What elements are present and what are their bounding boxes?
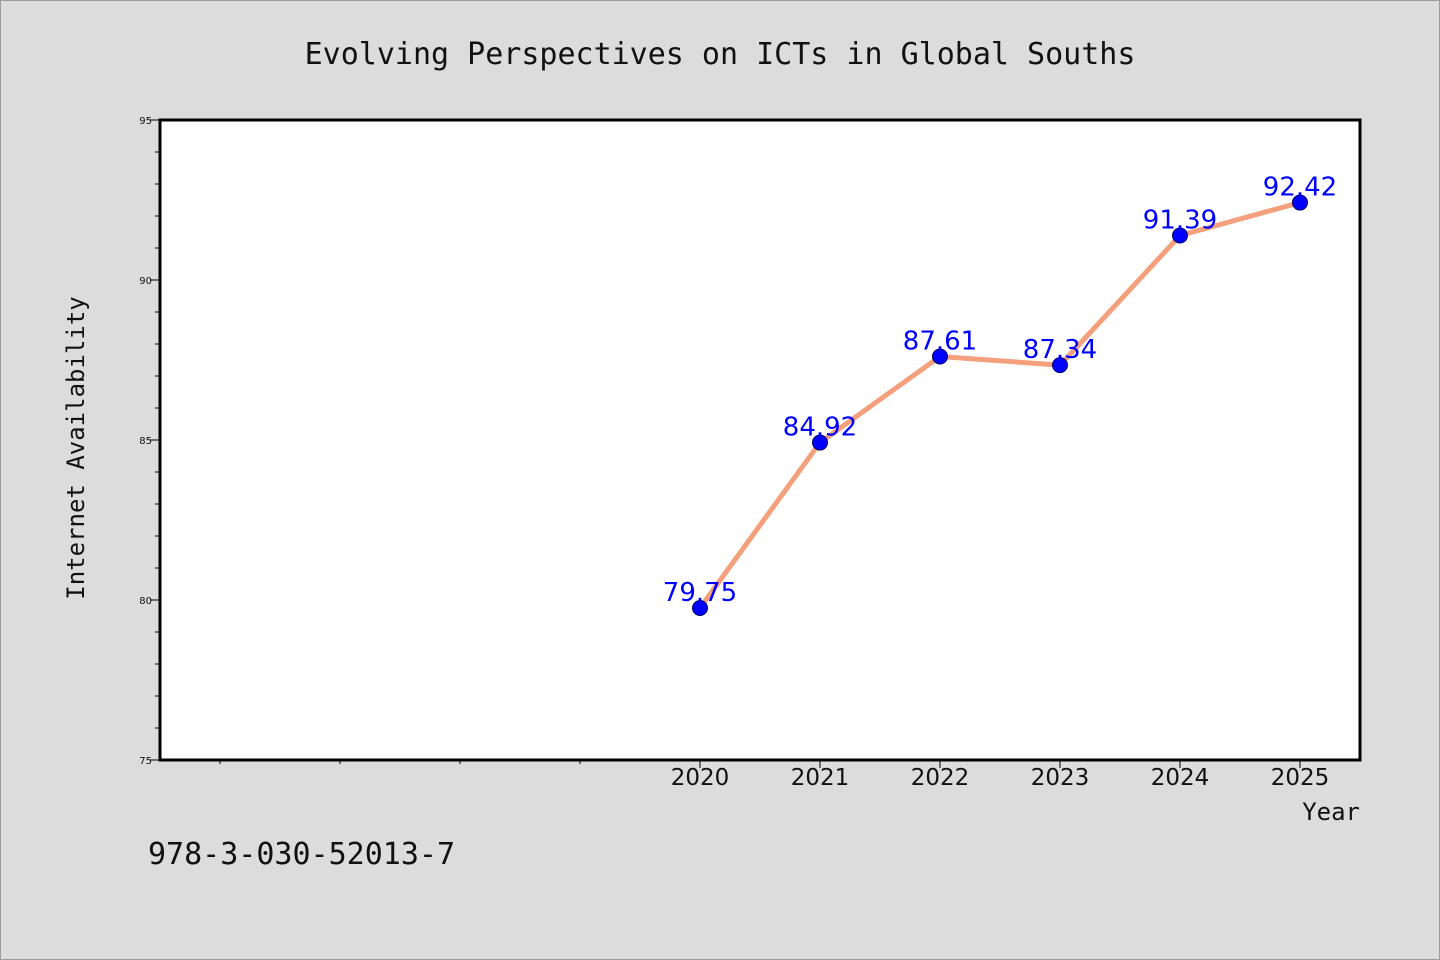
x-tick-label: 2024	[1151, 765, 1210, 791]
data-point	[1052, 357, 1068, 374]
plot-area	[158, 118, 1362, 762]
y-axis: 75 80 85 90 95	[139, 116, 160, 767]
data-label: 79.75	[663, 578, 737, 608]
data-label: 87.61	[903, 326, 977, 356]
series-markers	[692, 194, 1308, 616]
data-point	[692, 600, 708, 616]
y-tick-label: 95	[139, 116, 152, 127]
data-point	[1172, 227, 1188, 244]
data-label: 84.92	[783, 413, 857, 443]
data-label: 92.42	[1263, 173, 1337, 203]
data-point	[812, 434, 828, 451]
x-axis-label: Year	[1302, 798, 1360, 826]
data-point	[932, 348, 948, 365]
x-tick-label: 2022	[911, 765, 970, 791]
x-tick-label: 2025	[1271, 765, 1330, 791]
series-line	[697, 200, 1303, 611]
x-tick-label: 2020	[671, 765, 730, 791]
chart-title: Evolving Perspectives on ICTs in Global …	[305, 37, 1136, 72]
data-label: 91.39	[1143, 206, 1217, 236]
x-tick-label: 2023	[1031, 765, 1090, 791]
data-point	[1292, 194, 1308, 211]
isbn-text: 978-3-030-52013-7	[148, 837, 455, 872]
data-label: 87.34	[1023, 335, 1097, 365]
y-tick-label: 75	[139, 756, 152, 767]
x-tick-label: 2021	[791, 765, 850, 791]
data-labels: 79.75 84.92 87.61 87.34 91.39 92.42	[663, 173, 1337, 608]
x-axis: 2020 2021 2022 2023 2024 2025	[219, 760, 1330, 791]
y-tick-label: 90	[139, 276, 152, 287]
y-tick-label: 85	[139, 436, 152, 447]
y-tick-label: 80	[139, 596, 152, 607]
y-axis-label: Internet Availability	[62, 296, 90, 599]
